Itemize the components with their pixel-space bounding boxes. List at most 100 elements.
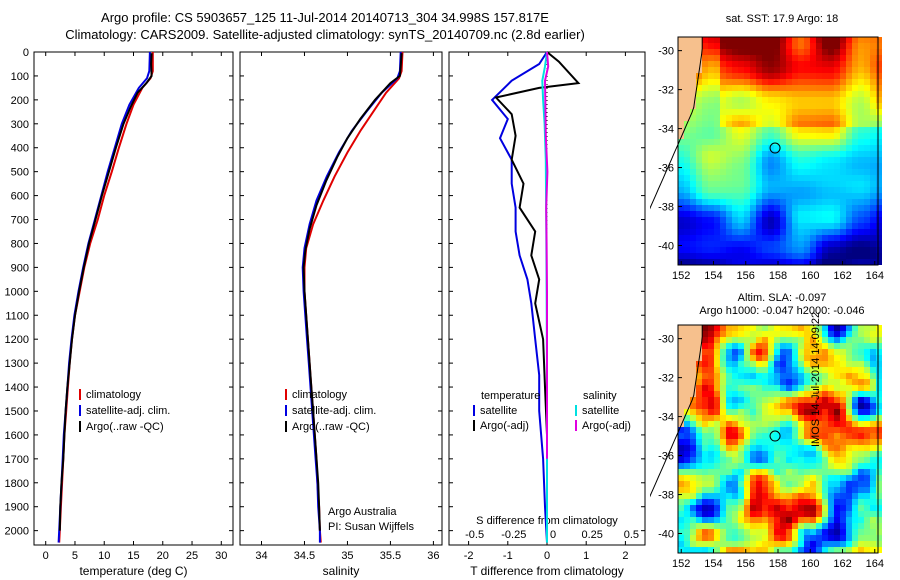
x-axis-label: T difference from climatology <box>470 564 624 578</box>
map-field <box>678 325 882 553</box>
x-tick-label: 25 <box>186 550 198 562</box>
legend-label: satellite-adj. clim. <box>86 405 170 417</box>
x-tick-label: 10 <box>98 550 110 562</box>
y-tick-label: 1700 <box>5 454 29 466</box>
lon-tick-label: 156 <box>737 270 755 282</box>
y-tick-label: 1600 <box>5 430 29 442</box>
series-line-argo-raw-qc- <box>302 53 403 531</box>
lat-tick-label: -30 <box>658 334 674 346</box>
map-field <box>678 37 882 265</box>
series-line-t-satellite <box>490 51 548 543</box>
lon-tick-label: 160 <box>801 558 819 570</box>
sla-map-title: Altim. SLA: -0.097 <box>737 292 827 304</box>
coastline <box>650 325 703 498</box>
x-tick-label: 30 <box>215 550 227 562</box>
s-tick-label: -0.5 <box>465 529 484 541</box>
lon-tick-label: 158 <box>769 270 787 282</box>
y-tick-label: 700 <box>11 215 29 227</box>
lon-tick-label: 160 <box>801 270 819 282</box>
s-tick-label: 0.5 <box>624 529 639 541</box>
legend-label: climatology <box>292 389 348 401</box>
sla-map-subtitle: Argo h1000: -0.047 h2000: -0.046 <box>699 305 865 317</box>
y-tick-label: 300 <box>11 119 29 131</box>
lon-tick-label: 164 <box>866 270 884 282</box>
y-tick-label: 1800 <box>5 478 29 490</box>
y-tick-label: 800 <box>11 238 29 250</box>
s-tick-label: 0.25 <box>581 529 602 541</box>
legend-label: climatology <box>86 389 142 401</box>
plot-frame <box>239 51 443 546</box>
x-axis-label: temperature (deg C) <box>79 564 187 578</box>
lat-tick-label: -36 <box>658 163 674 175</box>
series-line-argo-raw-qc- <box>58 53 153 531</box>
coastline <box>650 37 703 210</box>
plot-frame <box>33 51 234 546</box>
lon-tick-label: 162 <box>833 270 851 282</box>
lat-tick-label: -30 <box>658 46 674 58</box>
sst-map-title: sat. SST: 17.9 Argo: 18 <box>725 13 839 25</box>
lat-tick-label: -40 <box>658 529 674 541</box>
y-tick-label: 500 <box>11 167 29 179</box>
y-tick-label: 1200 <box>5 334 29 346</box>
legend-title: salinity <box>583 390 617 402</box>
series-line-satellite-adj-clim- <box>57 51 151 543</box>
attribution-text: Argo Australia <box>328 506 397 518</box>
x-tick-label: 34 <box>255 550 267 562</box>
x-axis-label: salinity <box>323 564 360 578</box>
x-tick-label: 1 <box>583 550 589 562</box>
legend-label: satellite <box>480 405 517 417</box>
lon-tick-label: 154 <box>704 558 722 570</box>
x-tick-label: 20 <box>157 550 169 562</box>
lat-tick-label: -38 <box>658 202 674 214</box>
x-tick-label: 0 <box>43 550 49 562</box>
sst-map: 152 154 156 158 160 162 164 -30 -32 -34 -36 -38 -40 <box>650 36 884 282</box>
legend-label: Argo(..raw -QC) <box>86 421 164 433</box>
x-tick-label: -2 <box>464 550 474 562</box>
x-tick-label: 35 <box>341 550 353 562</box>
y-tick-label: 1300 <box>5 358 29 370</box>
x-tick-label: 5 <box>72 550 78 562</box>
s-tick-label: 0 <box>550 529 556 541</box>
lon-tick-label: 158 <box>769 558 787 570</box>
satellite-maps: 152 154 156 158 160 162 164 -30 -32 -34 -36 -38 -40 1… <box>650 36 884 570</box>
series-line-climatology <box>58 52 154 543</box>
lat-tick-label: -32 <box>658 373 674 385</box>
x-tick-label: 2 <box>622 550 628 562</box>
x-tick-label: 34.5 <box>294 550 315 562</box>
y-tick-label: 100 <box>11 71 29 83</box>
temperature-profile-panel: 0 5 10 15 20 25 30 temperature (deg C) 0 100 200 30… <box>5 47 234 578</box>
y-tick-label: 1500 <box>5 406 29 418</box>
lon-tick-label: 152 <box>672 558 690 570</box>
x-tick-label: 35.5 <box>380 550 401 562</box>
legend-label: satellite <box>582 405 619 417</box>
x-tick-label: 36 <box>427 550 439 562</box>
x-tick-label: -1 <box>503 550 513 562</box>
lat-tick-label: -40 <box>658 241 674 253</box>
chart-title-line2: Climatology: CARS2009. Satellite-adjuste… <box>65 27 585 42</box>
x-tick-label: 15 <box>127 550 139 562</box>
chart-title-line1: Argo profile: CS 5903657_125 11-Jul-2014… <box>101 10 549 25</box>
sla-map: 152 154 156 158 160 162 164 -30 -32 -34 -36 -38 -40 <box>650 324 884 570</box>
y-tick-label: 0 <box>23 47 29 59</box>
argo-float-marker <box>769 430 781 442</box>
y-tick-label: 200 <box>11 95 29 107</box>
series-line-climatology <box>303 51 404 543</box>
x-tick-label: 0 <box>544 550 550 562</box>
y-tick-label: 900 <box>11 262 29 274</box>
legend-label: Argo(-adj) <box>582 420 631 432</box>
lat-tick-label: -32 <box>658 85 674 97</box>
lat-tick-label: -38 <box>658 490 674 502</box>
y-tick-label: 600 <box>11 191 29 203</box>
legend-label: satellite-adj. clim. <box>292 405 376 417</box>
y-tick-label: 1100 <box>5 310 29 322</box>
series-line-s-argo-adj- <box>543 51 550 459</box>
legend-label: Argo(..raw -QC) <box>292 421 370 433</box>
lat-tick-label: -34 <box>658 412 674 424</box>
lat-tick-label: -36 <box>658 451 674 463</box>
attribution-text: PI: Susan Wijffels <box>328 521 414 533</box>
y-tick-label: 1000 <box>5 286 29 298</box>
s-tick-label: -0.25 <box>501 529 526 541</box>
legend-label: Argo(-adj) <box>480 420 529 432</box>
